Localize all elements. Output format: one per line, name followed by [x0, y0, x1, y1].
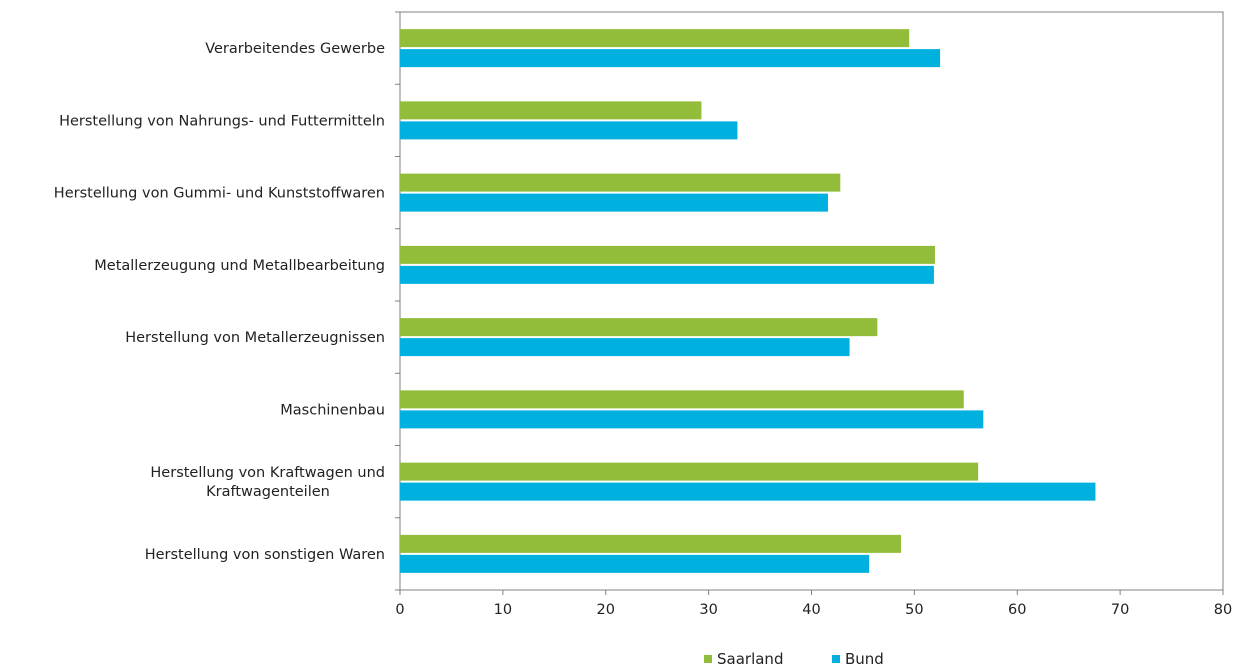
- legend-label-saarland: Saarland: [717, 650, 784, 668]
- bar-bund: [400, 193, 828, 212]
- category-label: Herstellung von Nahrungs- und Futtermitt…: [59, 113, 385, 129]
- legend-label-bund: Bund: [845, 650, 884, 668]
- bar-bund: [400, 482, 1096, 501]
- bar-bund: [400, 338, 850, 357]
- x-tick-label: 70: [1111, 602, 1129, 618]
- legend-item-saarland: Saarland: [704, 650, 783, 668]
- plot-frame: [395, 11, 1224, 591]
- x-tick-label: 0: [395, 602, 404, 618]
- category-label: Verarbeitendes Gewerbe: [205, 41, 385, 57]
- category-label: Kraftwagenteilen: [206, 484, 330, 500]
- x-tick-label: 60: [1008, 602, 1026, 618]
- bar-chart: Verarbeitendes Gewerbe Herstellung von Na…: [54, 11, 1232, 618]
- category-labels: Verarbeitendes Gewerbe Herstellung von Na…: [54, 41, 385, 563]
- x-tick-label: 30: [699, 602, 717, 618]
- category-label: Maschinenbau: [280, 402, 385, 418]
- bars: [400, 29, 1096, 573]
- bar-bund: [400, 121, 738, 140]
- legend: Saarland Bund: [0, 648, 1236, 670]
- category-label: Herstellung von sonstigen Waren: [145, 547, 385, 563]
- bar-saarland: [400, 173, 841, 192]
- bar-bund: [400, 49, 941, 68]
- bar-saarland: [400, 101, 702, 120]
- plot-border: [399, 11, 1224, 591]
- category-label: Herstellung von Metallerzeugnissen: [125, 330, 385, 346]
- bar-bund: [400, 265, 934, 284]
- bar-bund: [400, 410, 984, 429]
- bar-bund: [400, 554, 870, 573]
- bar-saarland: [400, 245, 935, 264]
- bar-saarland: [400, 318, 878, 337]
- x-tick-label: 50: [905, 602, 923, 618]
- x-tick-label: 40: [802, 602, 820, 618]
- category-label: Herstellung von Kraftwagen und: [150, 465, 385, 481]
- bar-saarland: [400, 534, 902, 553]
- bar-saarland: [400, 29, 910, 48]
- x-axis-ticks: 0 10 20 30 40 50 60 70 80: [395, 590, 1232, 618]
- x-tick-label: 10: [494, 602, 512, 618]
- legend-swatch-bund: [832, 655, 840, 663]
- category-label: Metallerzeugung und Metallbearbeitung: [94, 258, 385, 274]
- legend-item-bund: Bund: [832, 650, 884, 668]
- legend-swatch-saarland: [704, 655, 712, 663]
- x-tick-label: 20: [597, 602, 615, 618]
- bar-saarland: [400, 462, 979, 481]
- bar-saarland: [400, 390, 964, 409]
- x-tick-label: 80: [1214, 602, 1232, 618]
- category-label: Herstellung von Gummi- und Kunststoffwar…: [54, 186, 385, 202]
